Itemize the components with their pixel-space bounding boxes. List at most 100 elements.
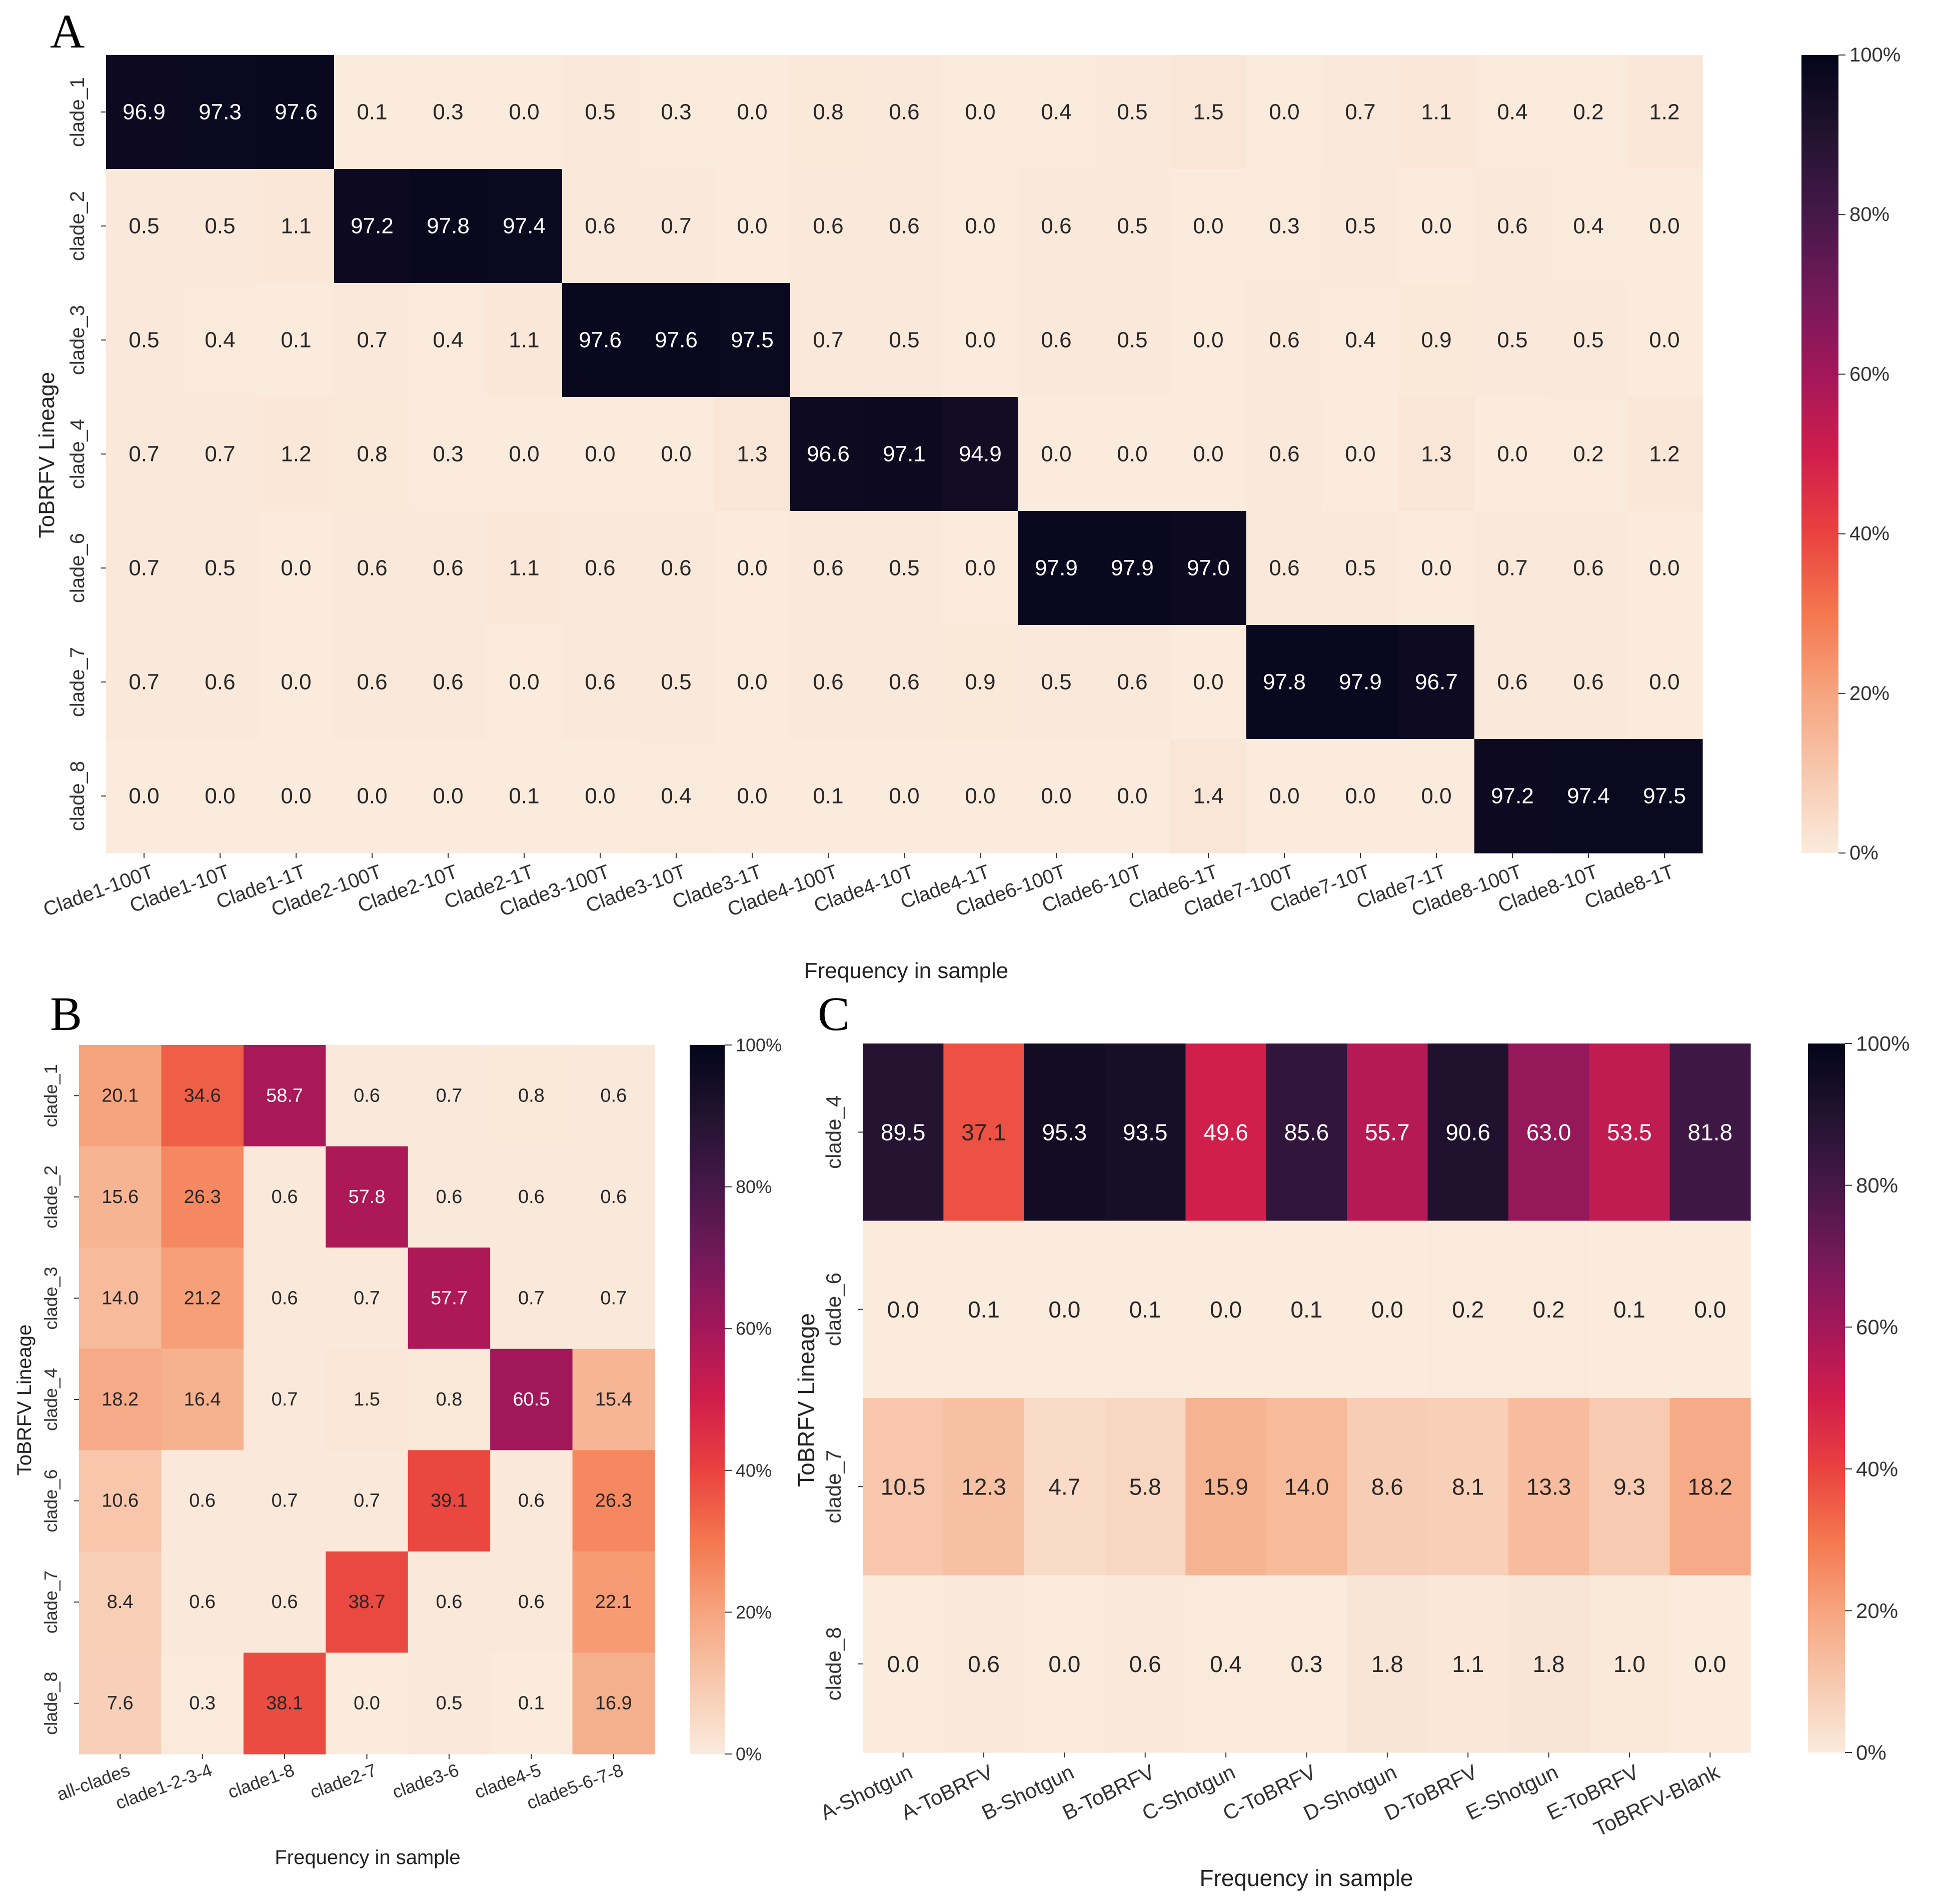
heatmap-b-cell bbox=[79, 1248, 162, 1350]
heatmap-b-cell bbox=[79, 1146, 162, 1248]
heatmap-b-cell-label: 0.1 bbox=[518, 1693, 545, 1714]
heatmap-a-cell-label: 0.7 bbox=[813, 328, 843, 352]
heatmap-c-cell bbox=[1589, 1575, 1670, 1753]
heatmap-a-cell-label: 96.9 bbox=[123, 100, 166, 124]
heatmap-a-cell-label: 0.0 bbox=[1497, 442, 1527, 466]
heatmap-b-cell bbox=[572, 1248, 655, 1350]
heatmap-a-cell bbox=[866, 511, 943, 626]
heatmap-b-cell bbox=[408, 1450, 491, 1552]
heatmap-a-cell-label: 0.7 bbox=[129, 670, 159, 694]
heatmap-c-cell bbox=[1427, 1398, 1509, 1576]
heatmap-a-cell bbox=[638, 739, 715, 854]
heatmap-b-cell bbox=[243, 1045, 326, 1147]
heatmap-a-cell-label: 0.0 bbox=[1345, 442, 1375, 466]
heatmap-b-cell bbox=[572, 1146, 655, 1248]
heatmap-a-cell bbox=[562, 511, 639, 626]
heatmap-a-cell-label: 97.5 bbox=[731, 328, 774, 352]
heatmap-a-cell-label: 0.0 bbox=[281, 670, 311, 694]
heatmap-c-row-label: clade_8 bbox=[822, 1627, 845, 1700]
heatmap-c-cell-label: 90.6 bbox=[1445, 1119, 1490, 1145]
heatmap-b-cell bbox=[326, 1450, 409, 1552]
heatmap-a-cell bbox=[182, 55, 259, 170]
heatmap-a-cell-label: 0.0 bbox=[1193, 670, 1223, 694]
heatmap-a-cell-label: 1.1 bbox=[509, 556, 539, 580]
heatmap-a-cell-label: 0.0 bbox=[1649, 214, 1679, 238]
heatmap-c-cell-label: 0.0 bbox=[1048, 1651, 1080, 1677]
heatmap-a-cell bbox=[790, 283, 867, 398]
heatmap-b-cell-label: 38.1 bbox=[266, 1693, 303, 1714]
heatmap-a-cell-label: 0.9 bbox=[965, 670, 995, 694]
heatmap-a-cell bbox=[1094, 397, 1171, 512]
heatmap-a-cell bbox=[638, 283, 715, 398]
heatmap-a-cell bbox=[486, 169, 563, 284]
heatmap-c-cell bbox=[1589, 1220, 1670, 1398]
heatmap-c-cell-label: 12.3 bbox=[961, 1474, 1006, 1500]
heatmap-b-cell-label: 39.1 bbox=[431, 1490, 468, 1512]
heatmap-a-cell bbox=[562, 55, 639, 170]
heatmap-b-cell-label: 1.5 bbox=[354, 1389, 380, 1410]
colorbar-b: 0% 20% 40% 60% 80% 100% bbox=[690, 1035, 782, 1764]
heatmap-a-cell-label: 0.7 bbox=[205, 442, 235, 466]
heatmap-c: 89.5 37.1 95.3 93.5 49.6 85.6 55.7 90.6 63.0 53.5… bbox=[793, 1032, 1909, 1892]
heatmap-a-cell bbox=[714, 283, 791, 398]
heatmap-a-cell-label: 1.4 bbox=[1193, 784, 1223, 808]
heatmap-c-xlabel: Frequency in sample bbox=[1200, 1865, 1413, 1891]
heatmap-a-cell-label: 97.8 bbox=[427, 214, 470, 238]
heatmap-c-cell-label: 0.1 bbox=[1129, 1296, 1161, 1322]
heatmap-a-cell bbox=[106, 511, 183, 626]
heatmap-b-col-label: clade1-8 bbox=[225, 1760, 297, 1802]
heatmap-c-row-labels: clade_4 clade_6 clade_7 clade_8 bbox=[822, 1096, 863, 1700]
heatmap-a-cell-label: 0.0 bbox=[1649, 556, 1679, 580]
heatmap-a-cell bbox=[1626, 739, 1703, 854]
heatmap-a-cell-label: 0.1 bbox=[509, 784, 539, 808]
heatmap-a-cell-label: 0.3 bbox=[433, 100, 463, 124]
heatmap-a-cell-label: 0.0 bbox=[737, 214, 767, 238]
heatmap-a-cell-label: 0.0 bbox=[281, 556, 311, 580]
heatmap-a-cell bbox=[182, 283, 259, 398]
heatmap-c-cell bbox=[1669, 1398, 1751, 1576]
heatmap-a-cell bbox=[1322, 397, 1399, 512]
heatmap-a-cell-label: 97.6 bbox=[275, 100, 318, 124]
heatmap-a-cell-label: 0.0 bbox=[1421, 784, 1451, 808]
heatmap-a-cell-label: 0.6 bbox=[433, 556, 463, 580]
heatmap-b-cell bbox=[326, 1045, 409, 1147]
heatmap-a-cell bbox=[486, 625, 563, 740]
heatmap-b-cell-label: 34.6 bbox=[184, 1085, 221, 1106]
heatmap-a-cell-label: 0.5 bbox=[205, 556, 235, 580]
heatmap-b-cell bbox=[326, 1146, 409, 1248]
heatmap-b-cell bbox=[243, 1652, 326, 1754]
heatmap-c-cell bbox=[943, 1220, 1025, 1398]
heatmap-a-cell-label: 96.6 bbox=[807, 442, 850, 466]
heatmap-c-cell-label: 63.0 bbox=[1526, 1119, 1571, 1145]
heatmap-a-cell bbox=[1550, 625, 1627, 740]
heatmap-a-cell bbox=[410, 511, 487, 626]
heatmap-a-cell-label: 0.1 bbox=[281, 328, 311, 352]
colorbar-c-tick-label: 80% bbox=[1856, 1174, 1898, 1197]
heatmap-a-cell-label: 0.3 bbox=[433, 442, 463, 466]
heatmap-a-cell-label: 97.2 bbox=[1491, 784, 1534, 808]
heatmap-a-cell bbox=[1626, 511, 1703, 626]
heatmap-a-cell bbox=[334, 55, 411, 170]
heatmap-b-cell-label: 0.7 bbox=[436, 1085, 463, 1106]
heatmap-c-col-label: E-Shotgun bbox=[1462, 1760, 1562, 1824]
heatmap-c-cell bbox=[1185, 1398, 1267, 1576]
heatmap-a-cell-label: 0.6 bbox=[1573, 670, 1603, 694]
heatmap-a-cell-label: 0.5 bbox=[889, 556, 919, 580]
heatmap-b-cell bbox=[326, 1348, 409, 1450]
heatmap-a-cell bbox=[866, 169, 943, 284]
heatmap-a-cell bbox=[714, 625, 791, 740]
colorbar-a-tick-label: 80% bbox=[1849, 204, 1889, 226]
heatmap-a-cell-label: 0.5 bbox=[1041, 670, 1071, 694]
heatmap-c-cell bbox=[943, 1398, 1025, 1576]
heatmap-a-cell bbox=[334, 739, 411, 854]
heatmap-a-cell-label: 0.0 bbox=[1649, 328, 1679, 352]
heatmap-a-cells: 96.9 97.3 97.6 0.1 0.3 0.0 0.5 0.3 0.0 0.8 0.6 0.0 0… bbox=[106, 55, 1703, 854]
heatmap-b: 20.1 34.6 58.7 0.6 0.7 0.8 0.6 15.6 26.3 0.6 57.8 0… bbox=[14, 1035, 782, 1869]
heatmap-c-cell bbox=[1185, 1220, 1267, 1398]
colorbar-b-tick-label: 0% bbox=[736, 1744, 762, 1764]
heatmap-a-cell bbox=[1550, 169, 1627, 284]
heatmap-a-cell-label: 0.6 bbox=[1269, 442, 1299, 466]
heatmap-c-cell-label: 0.6 bbox=[968, 1651, 1000, 1677]
heatmap-a-cell-label: 0.0 bbox=[1269, 784, 1299, 808]
